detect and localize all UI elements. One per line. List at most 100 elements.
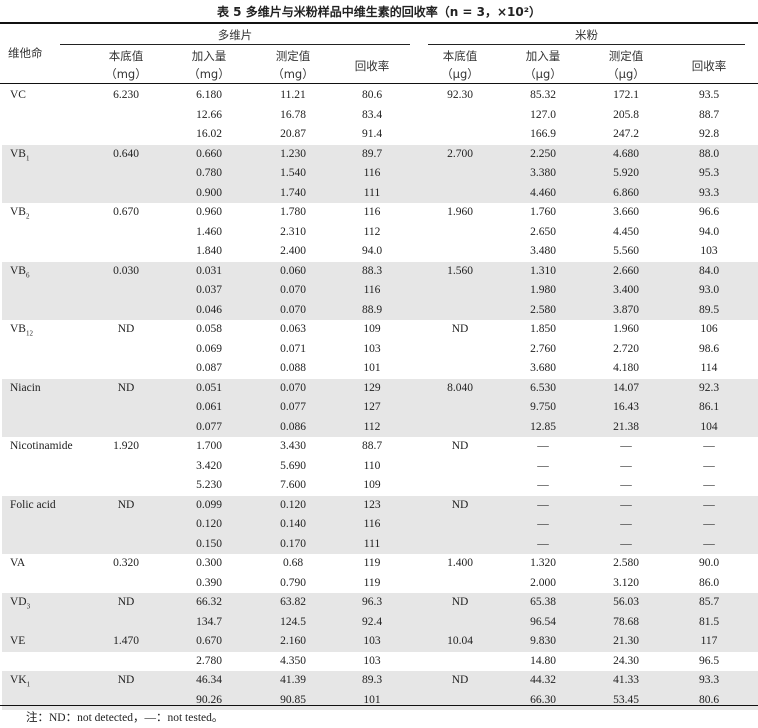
table-cell: ND bbox=[117, 381, 135, 394]
table-cell: 0.320 bbox=[113, 557, 139, 569]
table-cell: 21.38 bbox=[613, 420, 639, 433]
table-row: VA 0.320 0.300 0.68 119 1.400 1.320 2.580 90.0 bbox=[2, 554, 758, 574]
table-cell: 9.750 bbox=[530, 401, 556, 413]
table-cell: 3.680 bbox=[530, 362, 556, 374]
vitamin-name: Nicotinamide bbox=[10, 440, 73, 454]
table-cell: 11.21 bbox=[280, 89, 306, 101]
table-cell: 14.80 bbox=[530, 654, 556, 667]
table-cell: 116 bbox=[363, 206, 381, 218]
vitamin-label: VA bbox=[10, 557, 26, 569]
table-cell: 89.3 bbox=[361, 674, 383, 686]
table-cell: 12.66 bbox=[196, 108, 222, 121]
table-cell: 92.8 bbox=[698, 128, 720, 140]
table-cell: 8.040 bbox=[447, 381, 473, 394]
table-cell: 10.04 bbox=[447, 635, 473, 647]
table-cell: 1.230 bbox=[280, 147, 306, 160]
column-header: 加入量 bbox=[525, 49, 561, 63]
table-cell: 1.760 bbox=[530, 206, 556, 218]
table-cell: 172.1 bbox=[613, 89, 639, 101]
group-rule bbox=[428, 44, 745, 45]
table-cell: 90.26 bbox=[196, 693, 222, 706]
table-cell: 119 bbox=[363, 576, 381, 589]
table-row: 0.900 1.740 111 4.460 6.860 93.3 bbox=[2, 183, 758, 203]
table-cell: 1.980 bbox=[530, 284, 556, 296]
table-cell: 5.560 bbox=[613, 245, 639, 257]
table-cell: 88.7 bbox=[361, 440, 383, 452]
table-cell: 4.680 bbox=[613, 147, 639, 160]
table-cell: ND bbox=[117, 674, 135, 686]
column-unit: （μg） bbox=[607, 67, 645, 81]
table-row: 2.780 4.350 103 14.80 24.30 96.5 bbox=[2, 652, 758, 672]
table-cell: — bbox=[620, 537, 632, 550]
table-cell: 247.2 bbox=[613, 128, 639, 140]
table-cell: 129 bbox=[363, 381, 381, 394]
table-cell: 1.850 bbox=[530, 323, 556, 335]
table-cell: 92.4 bbox=[361, 615, 383, 628]
table-cell: 0.670 bbox=[113, 206, 139, 218]
table-cell: 12.85 bbox=[530, 420, 556, 433]
table-cell: 2.160 bbox=[280, 635, 306, 647]
table-cell: 117 bbox=[700, 635, 718, 647]
table-cell: 0.099 bbox=[196, 498, 222, 511]
table-cell: — bbox=[703, 440, 715, 452]
table-cell: 106 bbox=[700, 323, 718, 335]
table-cell: 101 bbox=[363, 693, 381, 706]
table-cell: 6.530 bbox=[530, 381, 556, 394]
table-cell: 119 bbox=[363, 557, 381, 569]
table-cell: 166.9 bbox=[530, 128, 556, 140]
table-cell: — bbox=[703, 459, 715, 472]
table-cell: 0.790 bbox=[280, 576, 306, 589]
table-cell: 1.780 bbox=[280, 206, 306, 218]
table-cell: 90.0 bbox=[698, 557, 720, 569]
table-cell: 94.0 bbox=[361, 245, 383, 257]
table-cell: 41.33 bbox=[613, 674, 639, 686]
header-rule bbox=[0, 83, 758, 84]
table-cell: 2.580 bbox=[613, 557, 639, 569]
table-row: 0.037 0.070 116 1.980 3.400 93.0 bbox=[2, 281, 758, 301]
table-row: 5.230 7.600 109 — — — bbox=[2, 476, 758, 496]
table-cell: 92.30 bbox=[447, 89, 473, 101]
table-cell: 0.037 bbox=[196, 284, 222, 296]
table-cell: 4.180 bbox=[613, 362, 639, 374]
vitamin-subscript: 12 bbox=[25, 329, 33, 338]
table-cell: 94.0 bbox=[698, 225, 720, 238]
table-cell: 0.120 bbox=[196, 518, 222, 530]
table-row: VE 1.470 0.670 2.160 103 10.04 9.830 21.30 117 bbox=[2, 632, 758, 652]
group-rule bbox=[60, 44, 410, 45]
table-cell: 93.0 bbox=[698, 284, 720, 296]
table-cell: 2.760 bbox=[530, 342, 556, 355]
table-cell: — bbox=[537, 518, 549, 530]
table-row: 1.460 2.310 112 2.650 4.450 94.0 bbox=[2, 223, 758, 243]
table-cell: 0.670 bbox=[196, 635, 222, 647]
vitamin-label: Niacin bbox=[10, 381, 41, 394]
vitamin-name: VB2 bbox=[10, 206, 29, 220]
vitamin-label: VD bbox=[10, 596, 27, 608]
table-cell: 85.32 bbox=[530, 89, 556, 101]
table-row: VC 6.230 6.180 11.21 80.6 92.30 85.32 172.1 93.5 bbox=[2, 86, 758, 106]
table-cell: ND bbox=[451, 674, 469, 686]
table-cell: 1.740 bbox=[280, 186, 306, 199]
column-header: 测定值 bbox=[608, 49, 644, 63]
table-cell: 86.0 bbox=[698, 576, 720, 589]
vitamin-label: VB bbox=[10, 206, 26, 218]
table-cell: 103 bbox=[700, 245, 718, 257]
table-cell: 0.087 bbox=[196, 362, 222, 374]
table-cell: ND bbox=[451, 498, 469, 511]
table-cell: 1.700 bbox=[196, 440, 222, 452]
table-row: 16.02 20.87 91.4 166.9 247.2 92.8 bbox=[2, 125, 758, 145]
table-row: 0.087 0.088 101 3.680 4.180 114 bbox=[2, 359, 758, 379]
table-cell: 109 bbox=[363, 479, 381, 491]
table-cell: 109 bbox=[363, 323, 381, 335]
table-cell: 114 bbox=[700, 362, 718, 374]
table-cell: 0.140 bbox=[280, 518, 306, 530]
table-cell: 16.43 bbox=[613, 401, 639, 413]
table-cell: 86.1 bbox=[698, 401, 720, 413]
table-cell: 205.8 bbox=[613, 108, 639, 121]
table-cell: 16.78 bbox=[280, 108, 306, 121]
vitamin-name: VD3 bbox=[10, 596, 30, 610]
vitamin-label: Folic acid bbox=[10, 498, 56, 511]
table-cell: ND bbox=[451, 440, 469, 452]
vitamin-name: VK1 bbox=[10, 674, 30, 688]
table-cell: 24.30 bbox=[613, 654, 639, 667]
table-cell: — bbox=[537, 459, 549, 472]
